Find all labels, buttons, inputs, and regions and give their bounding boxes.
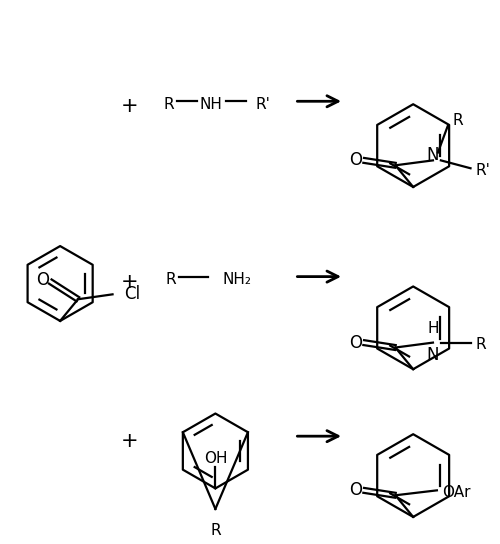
Text: O: O xyxy=(350,481,362,499)
Text: OH: OH xyxy=(204,452,227,466)
Text: +: + xyxy=(120,431,138,451)
Text: R': R' xyxy=(256,97,271,112)
Text: R: R xyxy=(210,523,220,538)
Text: OAr: OAr xyxy=(442,485,470,500)
Text: NH: NH xyxy=(199,97,222,112)
Text: R: R xyxy=(164,97,174,112)
Text: +: + xyxy=(120,271,138,292)
Text: H: H xyxy=(427,322,438,336)
Text: O: O xyxy=(36,270,49,288)
Text: N: N xyxy=(426,345,439,363)
Text: R: R xyxy=(452,114,464,128)
Text: O: O xyxy=(350,333,362,351)
Text: R: R xyxy=(166,272,176,287)
Text: NH₂: NH₂ xyxy=(222,272,252,287)
Text: Cl: Cl xyxy=(124,286,140,304)
Text: +: + xyxy=(120,96,138,116)
Text: N: N xyxy=(426,146,439,164)
Text: R: R xyxy=(476,337,486,352)
Text: R': R' xyxy=(476,163,490,178)
Text: O: O xyxy=(350,151,362,169)
